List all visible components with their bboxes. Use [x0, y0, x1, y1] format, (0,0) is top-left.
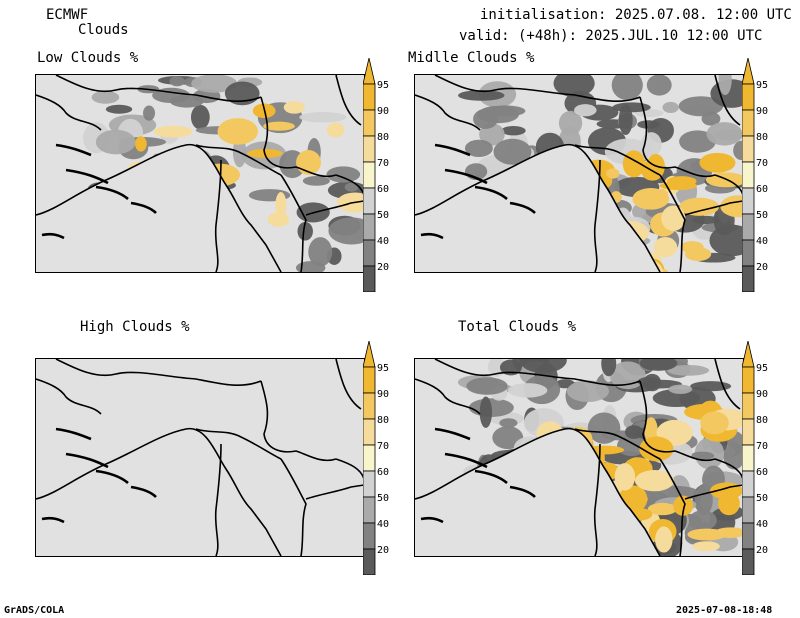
valid-time: valid: (+48h): 2025.JUL.10 12:00 UTC — [459, 28, 763, 44]
colorbar-label: 80 — [377, 415, 389, 426]
colorbar-label: 50 — [377, 210, 389, 221]
colorbar-label: 50 — [377, 493, 389, 504]
colorbar-high-clouds: 95 90 80 70 60 50 40 20 — [363, 341, 407, 575]
colorbar-label: 20 — [756, 262, 768, 273]
panel-title-high-clouds: High Clouds % — [80, 319, 190, 335]
colorbar-label: 50 — [756, 210, 768, 221]
colorbar-label: 60 — [377, 467, 389, 478]
colorbar-label: 95 — [756, 80, 768, 91]
colorbar-label: 95 — [377, 80, 389, 91]
map-low-clouds — [35, 74, 365, 273]
colorbar-label: 40 — [377, 236, 389, 247]
footer-timestamp: 2025-07-08-18:48 — [676, 605, 773, 616]
colorbar-label: 70 — [756, 441, 768, 452]
init-time: initialisation: 2025.07.08. 12:00 UTC — [480, 7, 792, 23]
colorbar-label: 95 — [377, 363, 389, 374]
colorbar-label: 50 — [756, 493, 768, 504]
colorbar-total-clouds: 95 90 80 70 60 50 40 20 — [742, 341, 786, 575]
product-name: Clouds — [78, 22, 129, 38]
panel-title-low-clouds: Low Clouds % — [37, 50, 139, 66]
colorbar-label: 60 — [756, 184, 768, 195]
colorbar-label: 80 — [756, 132, 768, 143]
colorbar-label: 90 — [756, 106, 768, 117]
colorbar-label: 60 — [377, 184, 389, 195]
colorbar-label: 20 — [377, 262, 389, 273]
colorbar-label: 80 — [756, 415, 768, 426]
colorbar-label: 90 — [377, 106, 389, 117]
map-high-clouds — [35, 358, 365, 557]
colorbar-label: 60 — [756, 467, 768, 478]
colorbar-label: 80 — [377, 132, 389, 143]
colorbar-label: 40 — [756, 236, 768, 247]
colorbar-label: 70 — [377, 158, 389, 169]
colorbar-label: 20 — [756, 545, 768, 556]
colorbar-label: 90 — [756, 389, 768, 400]
colorbar-label: 40 — [377, 519, 389, 530]
colorbar-label: 40 — [756, 519, 768, 530]
colorbar-low-clouds: 95 90 80 70 60 50 40 20 — [363, 58, 407, 292]
panel-title-middle-clouds: Midlle Clouds % — [408, 50, 535, 66]
colorbar-label: 70 — [377, 441, 389, 452]
panel-title-total-clouds: Total Clouds % — [458, 319, 577, 335]
map-total-clouds — [414, 358, 744, 557]
model-name: ECMWF — [46, 7, 89, 23]
colorbar-label: 20 — [377, 545, 389, 556]
footer-credit: GrADS/COLA — [4, 605, 65, 616]
colorbar-middle-clouds: 95 90 80 70 60 50 40 20 — [742, 58, 786, 292]
colorbar-label: 90 — [377, 389, 389, 400]
colorbar-label: 70 — [756, 158, 768, 169]
map-middle-clouds — [414, 74, 744, 273]
colorbar-label: 95 — [756, 363, 768, 374]
